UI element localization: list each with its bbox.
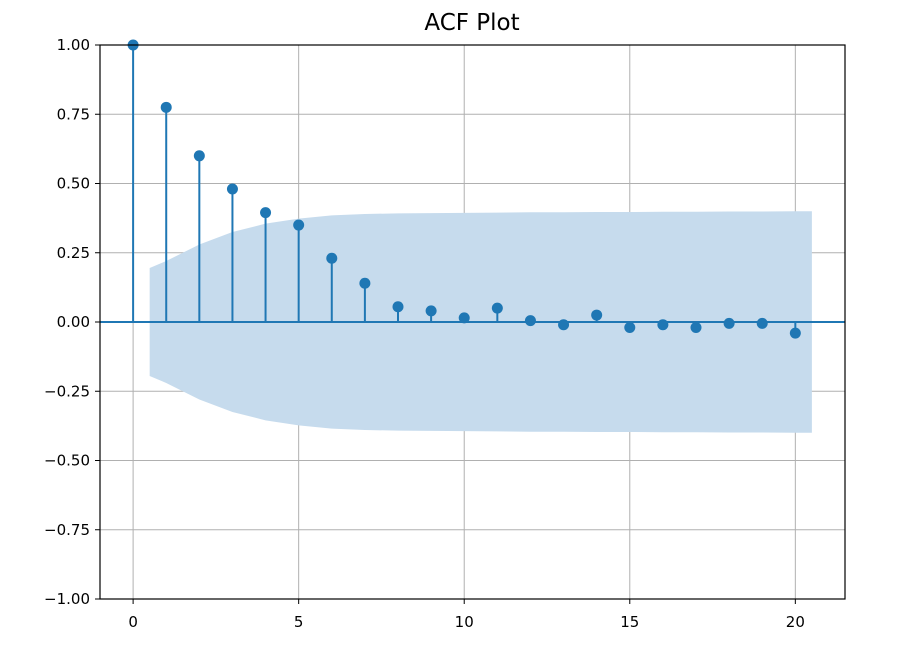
x-tick-label: 0	[128, 613, 138, 631]
x-tick-label: 20	[786, 613, 805, 631]
acf-point-lag-4	[260, 207, 272, 219]
y-tick-label: 0.50	[57, 175, 90, 193]
acf-point-lag-3	[226, 183, 238, 195]
x-tick-label: 10	[455, 613, 474, 631]
acf-point-lag-19	[756, 317, 768, 329]
acf-point-lag-20	[789, 327, 801, 339]
acf-point-lag-18	[723, 317, 735, 329]
y-tick-label: −0.25	[44, 382, 90, 400]
acf-point-lag-12	[524, 315, 536, 327]
acf-point-lag-7	[359, 277, 371, 289]
acf-point-lag-16	[657, 319, 669, 331]
acf-point-lag-2	[193, 150, 205, 162]
x-tick-label: 5	[294, 613, 304, 631]
y-tick-label: 0.00	[57, 313, 90, 331]
x-axis-ticks: 0 5 10 15 20	[128, 599, 805, 631]
y-tick-label: −0.50	[44, 452, 90, 470]
acf-point-lag-13	[558, 319, 570, 331]
y-tick-label: 0.75	[57, 105, 90, 123]
acf-point-lag-10	[458, 312, 470, 324]
y-tick-label: 1.00	[57, 36, 90, 54]
y-tick-label: −1.00	[44, 590, 90, 608]
acf-point-lag-8	[392, 301, 404, 313]
x-tick-label: 15	[620, 613, 639, 631]
acf-point-lag-9	[425, 305, 437, 317]
acf-point-lag-15	[624, 322, 636, 334]
acf-point-lag-11	[491, 302, 503, 314]
y-tick-label: −0.75	[44, 521, 90, 539]
acf-point-lag-5	[293, 219, 305, 231]
acf-point-lag-1	[160, 101, 172, 113]
chart-title: ACF Plot	[424, 10, 519, 36]
acf-point-lag-6	[326, 252, 338, 264]
acf-point-lag-17	[690, 322, 702, 334]
y-axis-ticks: −1.00 −0.75 −0.50 −0.25 0.00 0.25 0.50 0.75 1.00	[44, 36, 100, 608]
acf-point-lag-14	[591, 309, 603, 321]
y-tick-label: 0.25	[57, 244, 90, 262]
